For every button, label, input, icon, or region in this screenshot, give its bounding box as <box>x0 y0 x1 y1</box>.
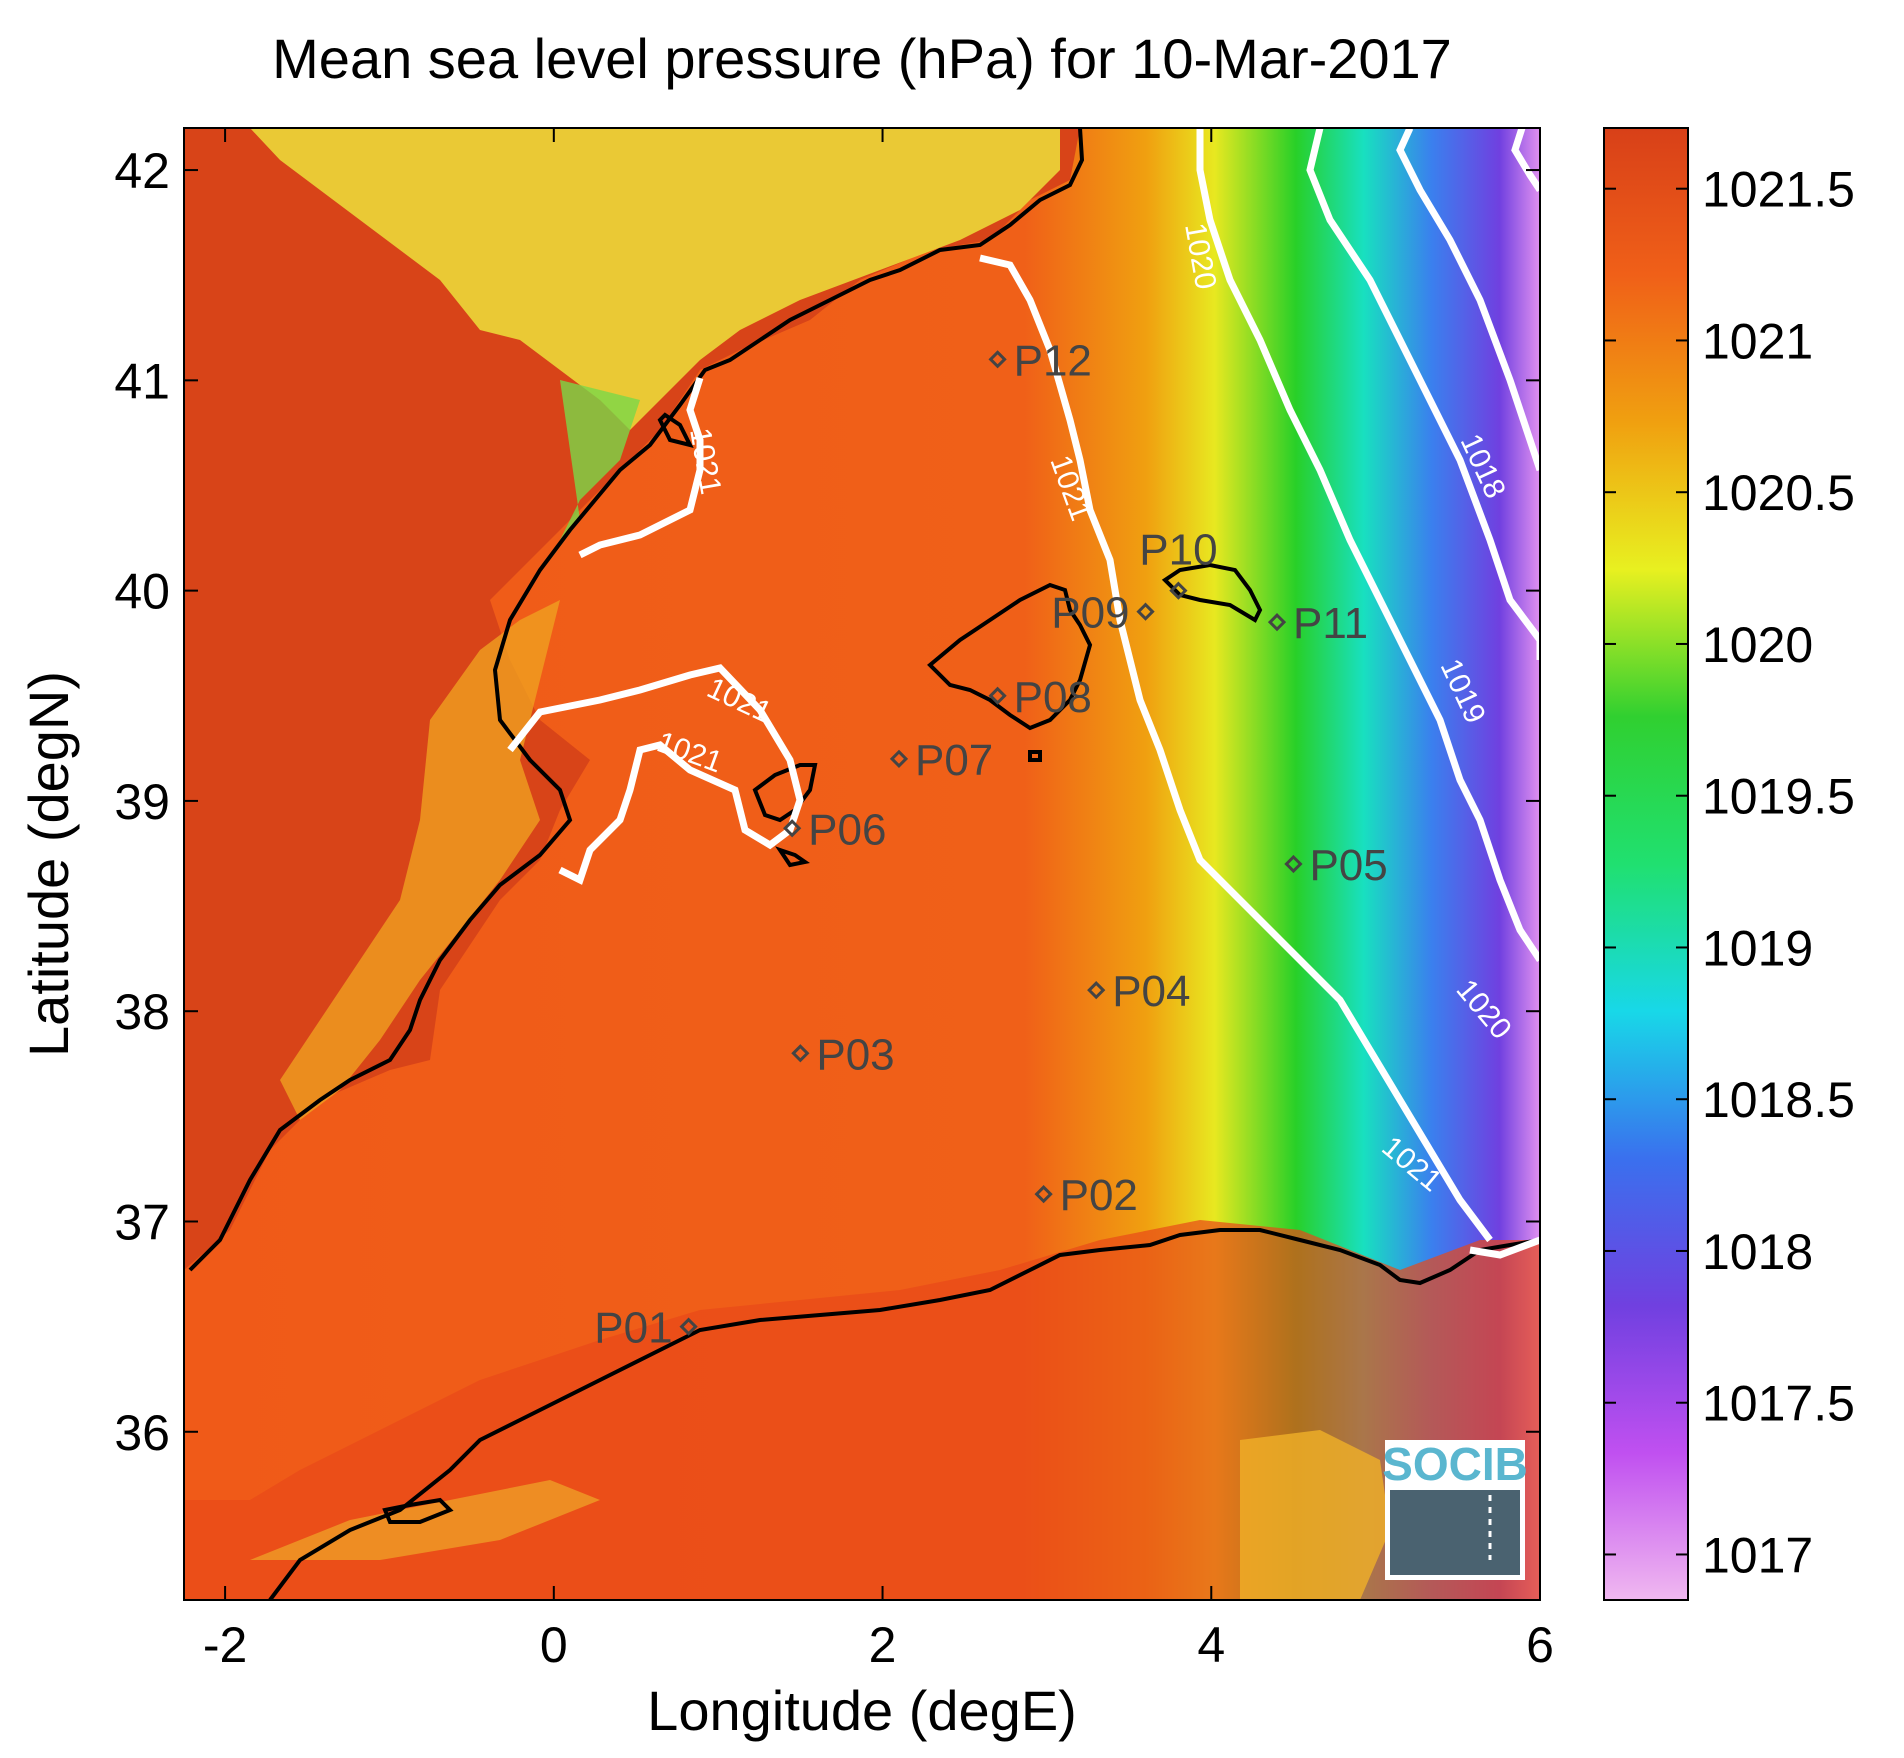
x-tick-label: 0 <box>540 1617 568 1673</box>
contours <box>507 128 1540 1259</box>
x-tick-label: 4 <box>1197 1617 1225 1673</box>
colorbar-tick-label: 1019.5 <box>1702 769 1855 825</box>
station-label: P06 <box>808 805 886 854</box>
plot-area: 1021 1021 1021 1021 1020 1020 1019 1018 … <box>184 128 1540 1600</box>
logo-text: SOCIB <box>1382 1438 1528 1490</box>
station-label: P02 <box>1060 1171 1138 1220</box>
contour-1021-east <box>979 254 1493 1243</box>
colorbar-tick-label: 1020 <box>1702 617 1813 673</box>
contour-1021-north <box>578 376 704 559</box>
station-marker <box>1284 854 1303 874</box>
station-marker <box>679 1317 698 1336</box>
station-label: P04 <box>1112 967 1190 1016</box>
x-axis-label: Longitude (degE) <box>647 1679 1077 1742</box>
contour-1019 <box>1306 128 1540 660</box>
station-marker <box>1087 981 1106 1000</box>
contour-1018 <box>1396 128 1540 472</box>
station-marker <box>889 749 909 768</box>
colorbar-tick-label: 1018.5 <box>1702 1072 1855 1128</box>
colorbar-tick-label: 1021.5 <box>1702 162 1855 218</box>
colorbar-tick-label: 1020.5 <box>1702 465 1855 521</box>
station-marker <box>988 350 1007 369</box>
coastal-strip <box>280 600 560 1120</box>
colorbar: 1017 1017.5 1018 1018.5 1019 1019.5 1020 1020.5… <box>1603 127 1855 1601</box>
y-tick-label: 41 <box>114 353 170 409</box>
logo-water <box>1390 1490 1520 1575</box>
contour-1021-ibiza <box>507 664 804 885</box>
island-menorca <box>1161 562 1263 623</box>
island-formentera <box>775 846 810 868</box>
chart-title: Mean sea level pressure (hPa) for 10-Mar… <box>272 27 1452 90</box>
contour-1020-east <box>1196 128 1540 962</box>
station-marker <box>1136 602 1155 621</box>
contour-1017 <box>1511 128 1540 192</box>
x-axis: -2 0 2 4 6 <box>203 128 1554 1673</box>
coast-iberia-east <box>188 128 1085 1272</box>
y-tick-label: 36 <box>114 1405 170 1461</box>
station-label: P11 <box>1293 599 1368 648</box>
island-mallorca <box>927 582 1093 731</box>
plot-frame <box>183 127 1541 1601</box>
colorbar-bar <box>1603 127 1689 1601</box>
colorbar-ticks: 1017 1017.5 1018 1018.5 1019 1019.5 1020 1020.5… <box>1604 162 1855 1583</box>
x-tick-label: -2 <box>203 1617 247 1673</box>
station-label: P12 <box>1014 336 1092 385</box>
colorbar-tick-label: 1018 <box>1702 1224 1813 1280</box>
y-tick-label: 42 <box>114 143 170 199</box>
station-label: P09 <box>1051 589 1129 638</box>
y-tick-label: 37 <box>114 1194 170 1250</box>
land-africa-east <box>1240 1430 1390 1600</box>
station-marker <box>1267 613 1287 632</box>
station-label: P01 <box>594 1304 672 1353</box>
highlands-north <box>250 128 1060 430</box>
station-marker <box>1034 1185 1053 1204</box>
socib-logo: SOCIB <box>1382 1438 1528 1580</box>
station-marker <box>783 819 802 838</box>
x-tick-label: 6 <box>1526 1617 1554 1673</box>
station-label: P03 <box>816 1030 894 1079</box>
island-ibiza <box>752 763 818 823</box>
colorbar-tick-label: 1017 <box>1702 1527 1813 1583</box>
station-marker <box>988 686 1007 705</box>
station-marker <box>1169 581 1188 600</box>
y-tick-label: 40 <box>114 564 170 620</box>
colorbar-tick-label: 1017.5 <box>1702 1376 1855 1432</box>
y-tick-label: 38 <box>114 984 170 1040</box>
island-cabrera <box>1028 750 1042 762</box>
coast-alboran <box>382 1497 454 1524</box>
station-marker <box>791 1044 810 1063</box>
station-label: P05 <box>1309 841 1387 890</box>
colorbar-tick-label: 1021 <box>1702 313 1813 369</box>
highlands-green <box>550 380 640 560</box>
colorbar-tick-label: 1019 <box>1702 920 1813 976</box>
y-tick-label: 39 <box>114 774 170 830</box>
y-axis-label: Latitude (degN) <box>17 671 80 1057</box>
contour-1021-south <box>1469 1236 1540 1259</box>
coastlines <box>188 128 1540 1600</box>
station-label: P10 <box>1139 526 1217 575</box>
coast-ebro-delta <box>657 412 694 448</box>
coast-africa <box>268 1228 1540 1600</box>
station-label: P08 <box>1014 673 1092 722</box>
station-label: P07 <box>915 736 993 785</box>
y-axis: 36 37 38 39 40 41 42 <box>114 143 1540 1461</box>
x-tick-label: 2 <box>869 1617 897 1673</box>
